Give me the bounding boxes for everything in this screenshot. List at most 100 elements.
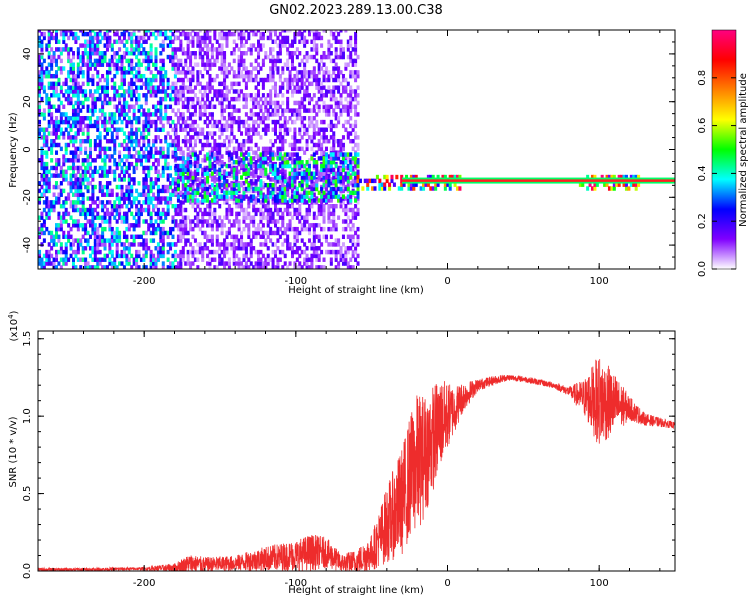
spectrogram-cell — [206, 179, 210, 184]
spectrogram-cell — [166, 188, 170, 194]
spectrogram-cell — [149, 184, 153, 190]
spectrogram-cell — [346, 47, 350, 52]
spectrogram-cell — [74, 150, 78, 155]
spectrogram-cell — [130, 31, 134, 37]
spectrogram-cell — [227, 30, 231, 33]
spectrogram-cell — [144, 85, 148, 90]
spectrogram-cell — [86, 81, 90, 87]
spectrogram-cell — [322, 207, 326, 213]
spectrogram-cell — [93, 119, 97, 125]
spectrogram-cell — [288, 77, 292, 83]
spectrogram-cell — [174, 190, 178, 196]
spectrogram-cell — [174, 152, 178, 157]
spectrogram-cell — [208, 73, 212, 79]
spectrogram-cell — [196, 167, 200, 173]
spectrogram-cell — [354, 142, 358, 148]
spectrogram-cell — [156, 89, 160, 94]
spectrogram-cell — [130, 35, 134, 41]
spectrogram-cell — [320, 58, 324, 64]
spectrogram-cell — [74, 154, 78, 159]
spectrogram-cell — [147, 169, 151, 174]
spectrogram-cell — [210, 198, 214, 203]
spectrogram-cell — [356, 253, 360, 259]
spectrogram-cell — [137, 223, 141, 228]
spectrogram-cell — [42, 253, 46, 259]
spectrogram-cell — [93, 265, 97, 269]
spectrogram-cell — [349, 246, 353, 251]
spectrogram-cell — [154, 257, 158, 262]
spectrogram-cell — [174, 142, 178, 148]
spectrogram-cell — [76, 70, 80, 75]
spectrogram-cell — [332, 77, 336, 83]
spectrogram-cell — [293, 89, 297, 94]
spectrogram-cell — [164, 104, 168, 109]
spectrogram-cell — [88, 138, 92, 144]
spectrogram-cell — [159, 253, 163, 259]
spectrogram-cell — [266, 257, 270, 262]
spectrogram-cell — [220, 257, 224, 262]
spectrogram-cell — [193, 62, 197, 67]
spectrogram-cell — [271, 100, 275, 106]
spectrogram-cell — [147, 192, 151, 197]
spectrogram-cell — [254, 85, 258, 90]
spectrogram-cell — [169, 116, 173, 121]
spectrogram-cell — [149, 223, 153, 228]
spectrogram-cell — [300, 73, 304, 79]
spectrogram-cell — [122, 138, 126, 144]
spectrogram-cell — [196, 73, 200, 79]
spectrogram-cell — [101, 108, 105, 113]
spectrogram-cell — [38, 93, 42, 98]
spectrogram-cell — [179, 167, 183, 173]
spectrogram-cell — [332, 249, 336, 255]
spectrogram-cell — [327, 211, 331, 217]
spectrogram-cell — [293, 146, 297, 152]
spectrogram-cell — [264, 194, 268, 199]
spectrogram-cell — [71, 93, 75, 98]
spectrogram-cell — [154, 93, 158, 98]
spectrogram-cell — [320, 167, 324, 173]
spectrogram-cell — [249, 138, 253, 144]
spectrogram-cell — [96, 196, 100, 201]
spectrogram-cell — [161, 226, 165, 232]
spectrogram-cell — [52, 173, 56, 178]
spectrogram-cell — [50, 238, 54, 243]
spectrogram-cell — [293, 175, 297, 180]
spectrogram-cell — [154, 85, 158, 90]
spectrogram-cell — [235, 89, 239, 94]
spectrogram-cell — [227, 123, 231, 129]
spectrogram-cell — [261, 169, 265, 174]
spectrogram-cell — [88, 173, 92, 178]
spectrogram-cell — [247, 73, 251, 79]
spectrogram-cell — [252, 104, 256, 109]
spectrogram-cell — [220, 62, 224, 67]
spectrogram-cell — [122, 249, 126, 255]
spectrogram-cell — [149, 215, 153, 220]
spectrogram-cell — [105, 119, 109, 125]
spectrogram-cell — [181, 246, 185, 251]
spectrogram-cell — [349, 175, 353, 180]
spectrogram-cell — [130, 253, 134, 259]
spectrogram-cell — [166, 81, 170, 87]
spectrogram-cell — [254, 154, 258, 159]
spectrogram-cell — [176, 58, 180, 64]
spectrogram-cell — [339, 249, 343, 255]
spectrogram-cell — [71, 51, 75, 56]
spectrogram-cell — [108, 58, 112, 64]
spectrogram-cell — [339, 146, 343, 152]
spectrogram-cell — [307, 167, 311, 173]
spectrogram-cell — [142, 177, 146, 182]
spectrogram-cell — [356, 146, 360, 152]
spectrogram-cell — [127, 200, 131, 205]
spectrogram-cell — [281, 186, 285, 192]
spectrogram-cell — [76, 177, 80, 182]
spectrogram-cell — [139, 73, 143, 79]
spectrogram-cell — [115, 265, 119, 269]
spectrogram-cell — [293, 66, 297, 71]
spectrogram-cell — [281, 146, 285, 152]
spectrogram-cell — [166, 211, 170, 217]
spectrogram-cell — [103, 242, 107, 247]
spectrogram-cell — [88, 93, 92, 98]
spectrogram-cell — [283, 123, 287, 129]
spectrogram-cell — [283, 253, 287, 259]
spectrogram-cell — [79, 177, 83, 182]
